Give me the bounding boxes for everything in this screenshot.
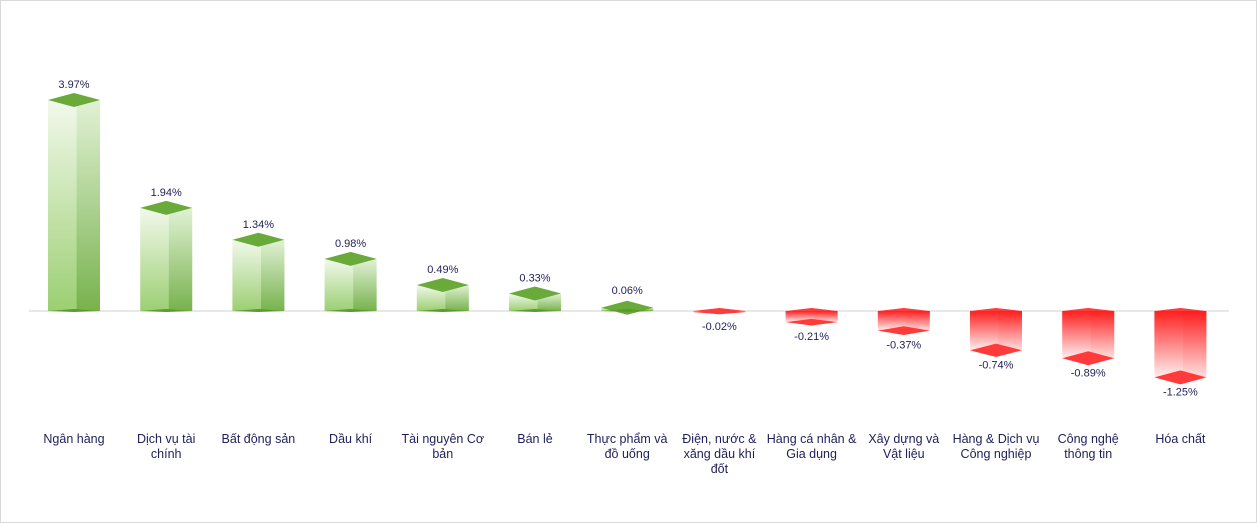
bar-base — [509, 309, 561, 312]
bar-base — [601, 309, 654, 312]
category-label: Hàng & Dịch vụ Công nghiệp — [952, 432, 1040, 461]
bar-top-face — [324, 251, 377, 266]
bar-side-face — [445, 284, 469, 311]
data-label: 3.97% — [58, 79, 89, 91]
bar-side-face — [1090, 311, 1115, 359]
data-label: 0.98% — [335, 238, 366, 250]
bar-base — [232, 309, 285, 312]
category-label: Ngân hàng — [43, 432, 105, 446]
bar-bottom-face — [1062, 351, 1115, 366]
bar-top-face — [601, 300, 654, 315]
bar-side-face — [168, 207, 193, 311]
bar-4 — [324, 251, 377, 312]
bar-3 — [232, 232, 285, 312]
bar-1 — [48, 93, 100, 312]
category-label: Hóa chất — [1155, 432, 1206, 446]
bar-side-face — [814, 311, 838, 323]
category-label: Điện, nước & xăng dầu khí đốt — [682, 432, 757, 476]
data-label: -0.89% — [1071, 367, 1106, 379]
data-label: 0.06% — [612, 285, 643, 297]
bar-13 — [1154, 308, 1207, 385]
bar-side-face — [76, 100, 100, 311]
bar-front-face — [785, 311, 838, 323]
bar-side-face — [906, 311, 930, 331]
bar-bottom-face — [785, 318, 838, 326]
bar-top-face — [48, 93, 100, 107]
data-label: 1.34% — [243, 219, 274, 231]
bar-base — [324, 309, 377, 312]
bar-side-face — [998, 311, 1022, 351]
bar-top-face — [140, 200, 193, 215]
category-label: Thực phẩm và đồ uống — [586, 432, 668, 461]
bar-base — [416, 309, 469, 312]
bar-side-face — [353, 258, 377, 311]
bar-base — [140, 309, 193, 312]
data-label: -0.21% — [794, 331, 829, 343]
bar-side-face — [1183, 311, 1207, 378]
bar-6 — [509, 286, 561, 312]
bar-top-face — [232, 232, 285, 247]
bar-12 — [1062, 308, 1115, 366]
bar-bottom-face — [970, 343, 1022, 358]
bar-8 — [693, 308, 746, 315]
bar-base — [48, 309, 100, 312]
category-label: Dịch vụ tài chính — [137, 432, 196, 461]
bar-7 — [601, 300, 654, 315]
bar-top-face — [509, 286, 561, 301]
data-label: -0.37% — [886, 340, 921, 352]
category-label: Dầu khí — [329, 432, 373, 446]
bar-bottom-face — [693, 309, 746, 315]
bar-10 — [877, 308, 930, 336]
category-label: Xây dựng và Vật liệu — [868, 432, 940, 461]
data-label: -0.02% — [702, 321, 737, 333]
bar-bottom-face — [1154, 370, 1207, 385]
category-label: Hàng cá nhân & Gia dụng — [766, 432, 857, 461]
category-label: Bất động sản — [221, 432, 296, 446]
data-label: 1.94% — [151, 187, 182, 199]
data-label: -0.74% — [979, 359, 1014, 371]
bar-top-face — [416, 277, 469, 292]
data-label: 0.33% — [519, 272, 550, 284]
category-label: Tài nguyên Cơ bản — [401, 432, 485, 461]
data-label: -1.25% — [1163, 386, 1198, 398]
bar-bottom-face — [877, 326, 930, 336]
bar-2 — [140, 200, 193, 312]
bar-11 — [970, 308, 1022, 358]
bar-9 — [785, 308, 838, 326]
category-label: Bán lẻ — [517, 432, 553, 446]
category-label: Công nghệ thông tin — [1057, 432, 1119, 461]
data-label: 0.49% — [427, 264, 458, 276]
bar-side-face — [261, 239, 285, 311]
bar-5 — [416, 277, 469, 312]
